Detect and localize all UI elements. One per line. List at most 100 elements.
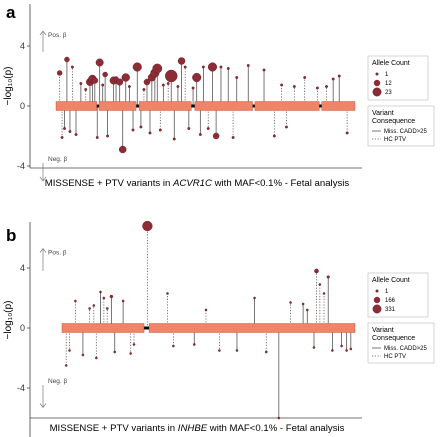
variant-point: [64, 364, 68, 367]
legend-line-label: HC PTV: [384, 137, 406, 143]
variant-point: [127, 85, 131, 88]
variant-point: [102, 71, 108, 78]
panel-letter: a: [6, 3, 16, 22]
variant-point: [206, 127, 210, 130]
legend-line-label: Miss. CADD>25: [384, 129, 428, 135]
variant-point: [99, 290, 102, 294]
legend-line-title-2: Consequence: [372, 335, 415, 342]
variant-point: [192, 343, 196, 346]
neg-arrow-head: [39, 403, 47, 409]
variant-point: [289, 301, 292, 304]
y-tick-label: 0: [20, 101, 25, 111]
variant-point: [292, 85, 296, 88]
variant-point: [165, 69, 178, 83]
variant-point: [129, 352, 132, 355]
protein-domain: [61, 323, 145, 333]
variant-point: [176, 85, 180, 88]
variant-point: [262, 68, 266, 72]
variant-point: [218, 349, 221, 352]
y-axis-title: −log₁₀(p): [3, 301, 14, 340]
legend-size-label: 1: [385, 289, 389, 295]
variant-point: [246, 64, 250, 67]
protein-domain: [138, 101, 192, 111]
legend-line-title: Variant: [372, 110, 394, 117]
variant-point: [121, 73, 130, 82]
protein-domain: [321, 101, 356, 111]
variant-point: [315, 86, 319, 90]
y-tick-label: -4: [17, 383, 25, 393]
neg-beta-label: Neg. β: [48, 378, 68, 385]
protein-domain: [148, 323, 356, 333]
pos-arrow-head: [39, 30, 47, 36]
protein-domain: [55, 101, 97, 111]
variant-point: [326, 275, 330, 279]
variant-point: [79, 82, 83, 85]
variant-point: [105, 307, 109, 310]
variant-point: [312, 346, 316, 349]
legend-line-box: [367, 322, 435, 364]
variant-point: [74, 299, 77, 303]
legend-size-label: 23: [385, 90, 392, 96]
variant-point: [305, 308, 309, 312]
variant-point: [139, 125, 143, 129]
legend-size-key: [372, 87, 382, 97]
legend-line-label: Miss. CADD>25: [384, 346, 428, 352]
variant-point: [322, 292, 326, 295]
y-axis-title: −log₁₀(p): [3, 67, 14, 106]
x-axis-title-prefix: MISSENSE + PTV variants in: [45, 178, 173, 189]
variant-point: [201, 65, 205, 69]
x-axis-title-suffix: with MAF<0.1% - Fetal analysis: [207, 423, 344, 434]
pos-beta-label: Pos. β: [48, 250, 67, 257]
variant-point: [345, 131, 349, 135]
legend-size-key: [375, 289, 379, 293]
variant-point: [219, 65, 223, 69]
variant-point: [345, 349, 348, 352]
variant-point: [272, 134, 276, 138]
variant-point: [158, 128, 162, 132]
variant-point: [166, 82, 170, 85]
variant-point: [161, 83, 165, 87]
pos-arrow-head: [39, 247, 47, 253]
variant-point: [280, 83, 284, 87]
x-axis-title-gene: ACVR1C: [172, 178, 212, 189]
variant-point: [142, 88, 146, 91]
variant-point: [231, 136, 235, 139]
y-tick-label: 0: [20, 323, 25, 333]
variant-point: [204, 308, 208, 312]
variant-point: [314, 268, 319, 274]
protein-domain: [254, 101, 320, 111]
legend-size-label: 12: [385, 81, 392, 87]
x-axis-title: MISSENSE + PTV variants in ACVR1C with M…: [45, 178, 350, 189]
variant-point: [318, 283, 322, 286]
variant-point: [64, 56, 70, 63]
legend-size-label: 331: [385, 307, 396, 313]
variant-point: [113, 350, 117, 354]
variant-point: [303, 76, 307, 79]
neg-beta-label: Neg. β: [48, 156, 68, 163]
legend-line-label: HC PTV: [384, 354, 406, 360]
x-axis-title-suffix: with MAF<0.1% - Fetal analysis: [212, 178, 349, 189]
variant-point: [166, 292, 169, 295]
x-axis-title: MISSENSE + PTV variants in INHBE with MA…: [50, 423, 345, 434]
variant-point: [106, 134, 110, 138]
protein-domain: [194, 101, 253, 111]
variant-point: [207, 62, 218, 72]
variant-point: [264, 350, 268, 354]
legend-size-key: [375, 72, 379, 76]
variant-point: [132, 343, 136, 346]
variant-point: [340, 344, 343, 348]
variant-point: [95, 136, 99, 139]
panel-a: a -4 0 4 −log₁₀(p) Pos. β Neg. β MISSENSE + PTV…: [3, 3, 435, 189]
variant-point: [191, 86, 195, 90]
y-tick-label: 4: [20, 263, 25, 273]
variant-point: [152, 63, 163, 74]
variant-point: [172, 137, 176, 141]
variant-point: [331, 77, 335, 81]
variant-point: [183, 65, 187, 69]
legend-line-title: Variant: [372, 327, 394, 334]
legend-line-box: [367, 105, 435, 147]
variant-point: [109, 294, 114, 299]
variant-point: [331, 349, 334, 352]
variant-point: [102, 296, 106, 300]
